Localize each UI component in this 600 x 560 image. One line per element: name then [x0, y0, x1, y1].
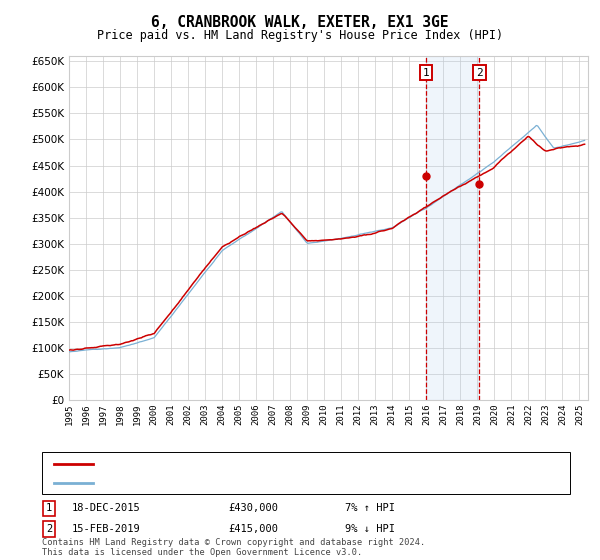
Text: Price paid vs. HM Land Registry's House Price Index (HPI): Price paid vs. HM Land Registry's House …	[97, 29, 503, 42]
Text: Contains HM Land Registry data © Crown copyright and database right 2024.
This d: Contains HM Land Registry data © Crown c…	[42, 538, 425, 557]
Text: 2: 2	[476, 68, 483, 78]
Text: 1: 1	[422, 68, 429, 78]
Bar	[425, 56, 479, 400]
Text: £430,000: £430,000	[228, 503, 278, 514]
Text: £415,000: £415,000	[228, 524, 278, 534]
Text: HPI: Average price, detached house, Exeter: HPI: Average price, detached house, Exet…	[99, 478, 361, 488]
Text: 2: 2	[46, 524, 52, 534]
Text: 6, CRANBROOK WALK, EXETER, EX1 3GE: 6, CRANBROOK WALK, EXETER, EX1 3GE	[151, 15, 449, 30]
Text: 9% ↓ HPI: 9% ↓ HPI	[345, 524, 395, 534]
Text: 1: 1	[46, 503, 52, 514]
Text: 6, CRANBROOK WALK, EXETER, EX1 3GE (detached house): 6, CRANBROOK WALK, EXETER, EX1 3GE (deta…	[99, 459, 418, 469]
Text: 15-FEB-2019: 15-FEB-2019	[72, 524, 141, 534]
Text: 7% ↑ HPI: 7% ↑ HPI	[345, 503, 395, 514]
Text: 18-DEC-2015: 18-DEC-2015	[72, 503, 141, 514]
